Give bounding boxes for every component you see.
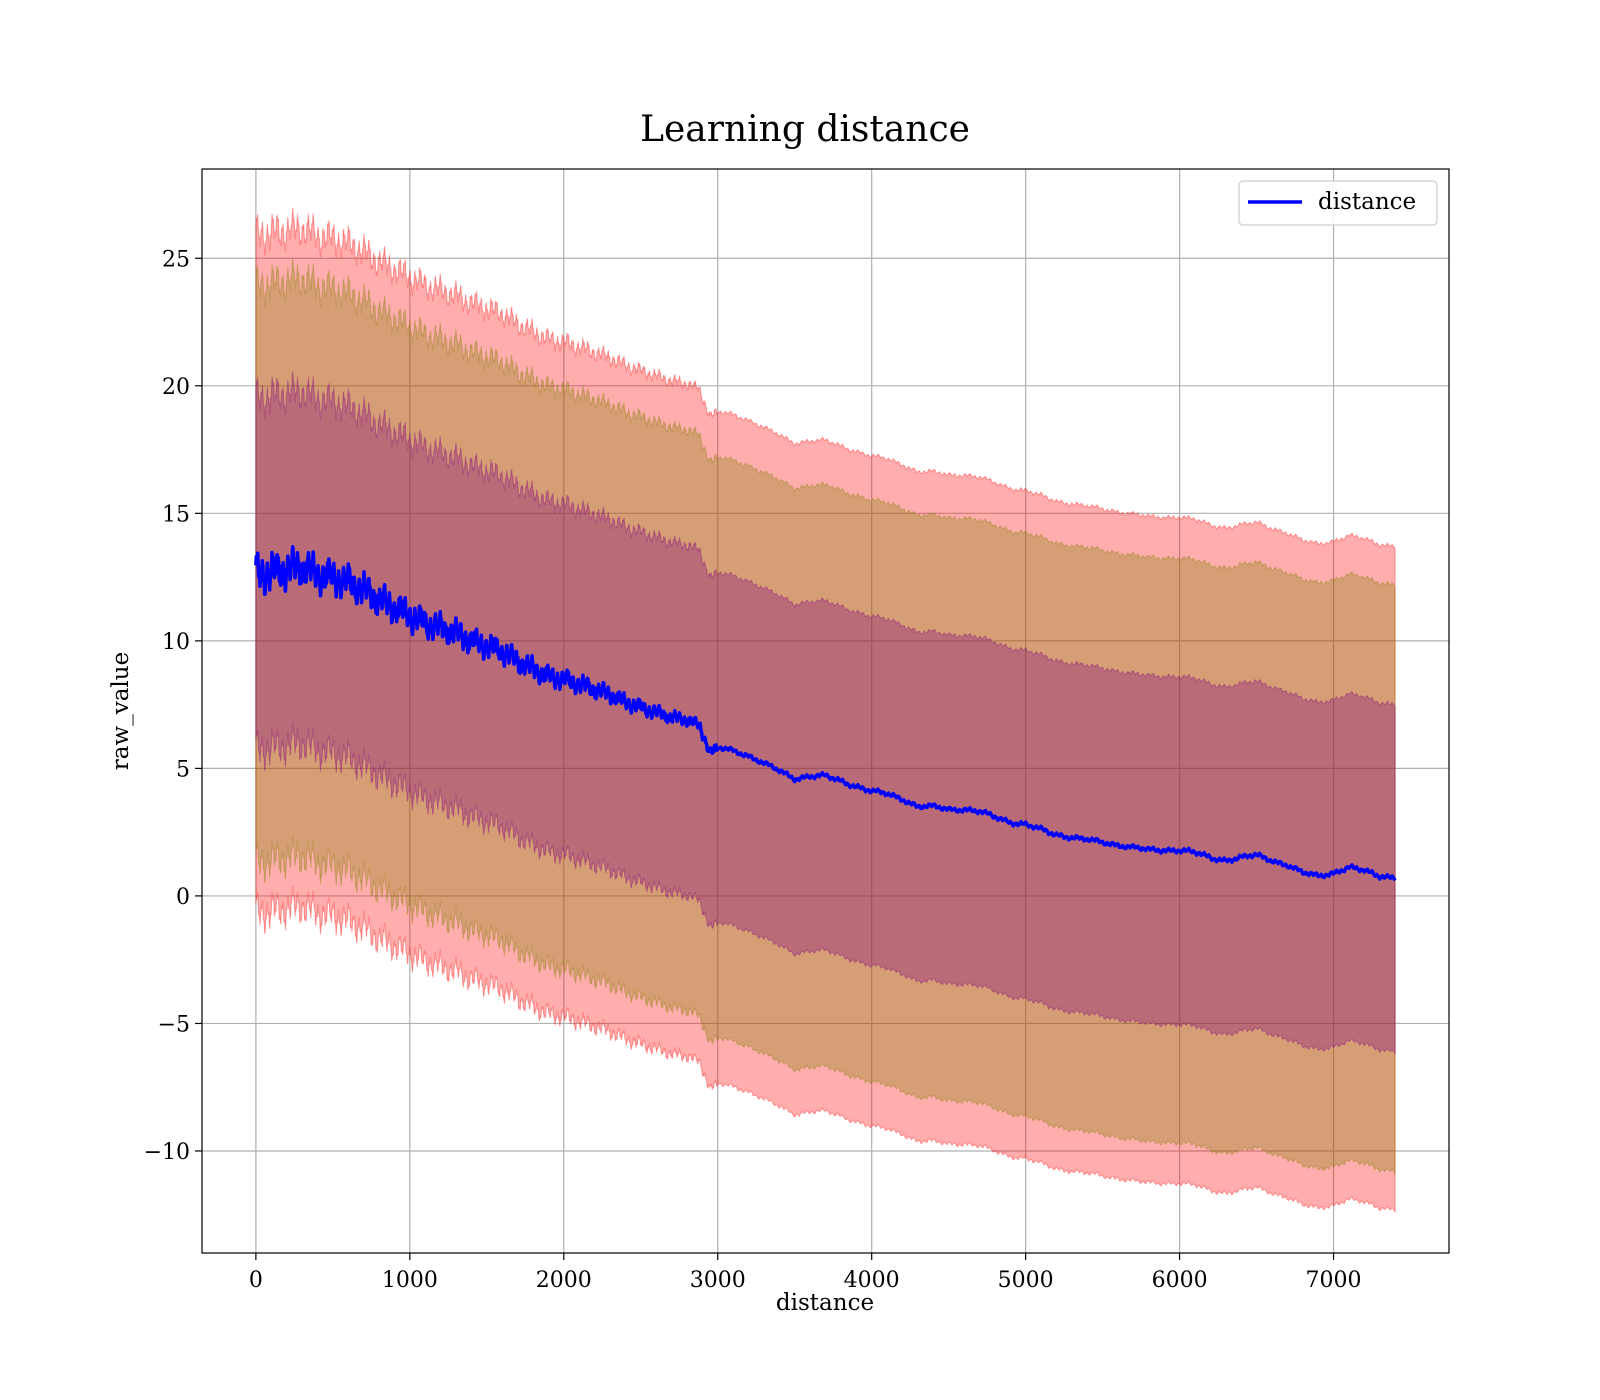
x-tick-label: 5000 <box>998 1268 1054 1293</box>
band-outer <box>255 207 1396 1214</box>
series-lines <box>254 545 1397 882</box>
band-inner <box>255 370 1396 1056</box>
plot-area-frame <box>201 168 1450 1254</box>
series-line-distance <box>254 545 1397 882</box>
y-tick-label: 0 <box>176 885 190 910</box>
y-tick-label: 5 <box>176 757 190 782</box>
y-tick-label: −10 <box>144 1140 190 1165</box>
legend-box <box>1238 180 1438 226</box>
legend: distance <box>1238 180 1438 226</box>
x-tick-label: 2000 <box>536 1268 592 1293</box>
x-tick-label: 3000 <box>690 1268 746 1293</box>
x-tick-label: 1000 <box>382 1268 438 1293</box>
y-tick-label: 20 <box>162 375 190 400</box>
y-tick-label: 15 <box>162 502 190 527</box>
y-tick-label: 10 <box>162 630 190 655</box>
x-tick-label: 0 <box>249 1268 263 1293</box>
legend-label-distance: distance <box>1318 189 1416 215</box>
x-axis-label: distance <box>776 1290 874 1316</box>
y-tick-label: −5 <box>158 1012 190 1037</box>
axis-ticks: 0 1000 2000 3000 4000 5000 6000 7000 −10 −5 0 5 10 15… <box>144 247 1362 1293</box>
x-tick-label: 7000 <box>1306 1268 1362 1293</box>
grid <box>202 169 1449 1253</box>
x-tick-label: 4000 <box>844 1268 900 1293</box>
y-axis-label: raw_value <box>108 652 134 770</box>
band-middle <box>255 258 1396 1176</box>
confidence-bands <box>255 207 1396 1214</box>
chart-title: Learning distance <box>640 109 970 150</box>
x-tick-label: 6000 <box>1152 1268 1208 1293</box>
y-tick-label: 25 <box>162 247 190 272</box>
